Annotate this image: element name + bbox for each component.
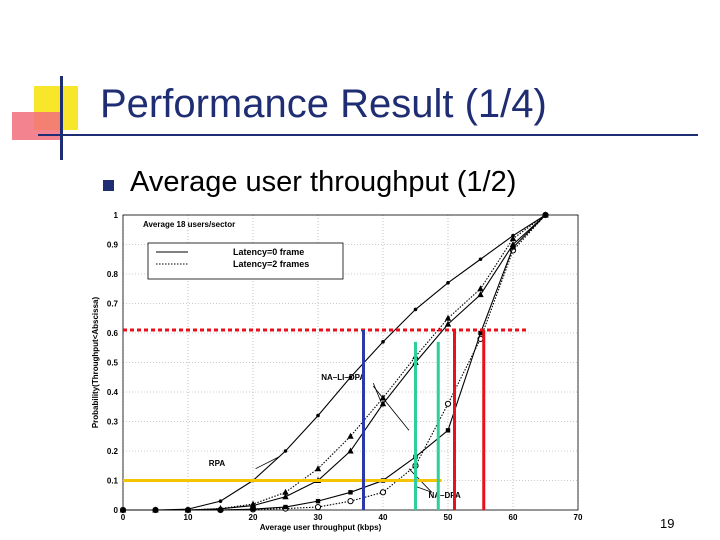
data-point-dot [348, 375, 353, 380]
curve-label: NA–LI–DPA [321, 373, 365, 382]
y-tick-label: 0.9 [107, 241, 119, 250]
cdf-chart: 0 10 20 30 40 50 60 70 0 0.1 0.2 0.3 0.4 0.5 0.6 0.7 0.8… [91, 211, 583, 532]
deco-vertical-line [60, 76, 63, 160]
y-tick-label: 0.4 [107, 388, 119, 397]
data-point-circle [314, 503, 322, 511]
x-tick-label: 70 [574, 513, 583, 522]
y-tick-label: 0.2 [107, 447, 119, 456]
data-point-dot [446, 281, 450, 285]
data-point-dot [381, 340, 385, 344]
legend-label: Latency=0 frame [233, 247, 304, 257]
data-point-square [315, 498, 321, 504]
data-point-square [348, 490, 353, 495]
x-tick-label: 60 [509, 513, 518, 522]
data-point-square [510, 245, 516, 250]
data-point-circle [347, 498, 354, 505]
data-point-triangle [282, 493, 289, 500]
y-tick-label: 0.6 [107, 329, 119, 338]
x-tick-label: 0 [121, 513, 126, 522]
data-point-dot [316, 413, 320, 418]
data-point-triangle [379, 394, 387, 401]
data-point-triangle [444, 314, 452, 321]
annotation-arrow [372, 385, 410, 431]
x-tick-label: 10 [184, 513, 193, 522]
page-number: 19 [660, 516, 675, 531]
data-point-triangle [379, 400, 387, 407]
y-axis-label: Probability(Throughput<Abscissa) [91, 296, 100, 428]
data-point-triangle [347, 447, 354, 454]
annotation-arrow [415, 486, 432, 493]
data-point-square [218, 507, 223, 513]
data-point-circle [379, 489, 387, 496]
x-tick-label: 20 [249, 513, 258, 522]
data-point-square [185, 507, 191, 513]
data-point-dot [283, 449, 288, 453]
data-point-square [120, 507, 126, 513]
x-tick-label: 50 [444, 513, 453, 522]
y-tick-label: 0.7 [107, 300, 119, 309]
x-axis-label: Average user throughput (kbps) [260, 523, 382, 532]
curve-label: NA–DPA [429, 491, 462, 500]
y-tick-label: 0.1 [107, 477, 119, 486]
annotation-arrow [372, 382, 384, 407]
data-point-square [543, 212, 548, 218]
data-point-triangle [477, 291, 484, 298]
legend-box [147, 242, 344, 280]
y-tick-label: 0.8 [107, 270, 119, 279]
plot-frame [122, 214, 579, 511]
series-line [123, 214, 546, 511]
data-point-triangle [444, 320, 452, 327]
curve-label: RPA [209, 459, 226, 468]
data-point-triangle [249, 502, 257, 509]
data-point-triangle [347, 432, 354, 439]
x-tick-label: 30 [314, 513, 323, 522]
y-tick-label: 0.3 [107, 418, 119, 427]
data-point-dot [478, 257, 483, 262]
data-point-square [283, 504, 288, 510]
data-point-dot [413, 307, 418, 312]
data-point-square [478, 330, 483, 336]
slide-title: Performance Result (1/4) [100, 82, 547, 126]
bullet-square-icon [103, 180, 114, 191]
legend-label: Latency=2 frames [233, 259, 309, 269]
data-point-circle [444, 400, 452, 407]
data-point-square [153, 507, 158, 513]
y-tick-label: 1 [114, 211, 119, 220]
y-tick-label: 0 [114, 506, 119, 515]
annotation-arrow [255, 456, 280, 470]
deco-horizontal-line [38, 134, 698, 136]
data-point-triangle [314, 465, 322, 472]
data-point-dot [218, 499, 223, 503]
bullet-text: Average user throughput (1/2) [130, 166, 517, 198]
data-point-square [445, 428, 451, 433]
x-tick-label: 40 [379, 513, 388, 522]
y-tick-label: 0.5 [107, 359, 119, 368]
data-point-triangle [509, 235, 517, 242]
data-point-triangle [477, 285, 484, 292]
annotation-header: Average 18 users/sector [143, 220, 235, 229]
data-point-triangle [282, 488, 289, 495]
series-line [123, 214, 546, 511]
data-point-square [250, 506, 256, 512]
